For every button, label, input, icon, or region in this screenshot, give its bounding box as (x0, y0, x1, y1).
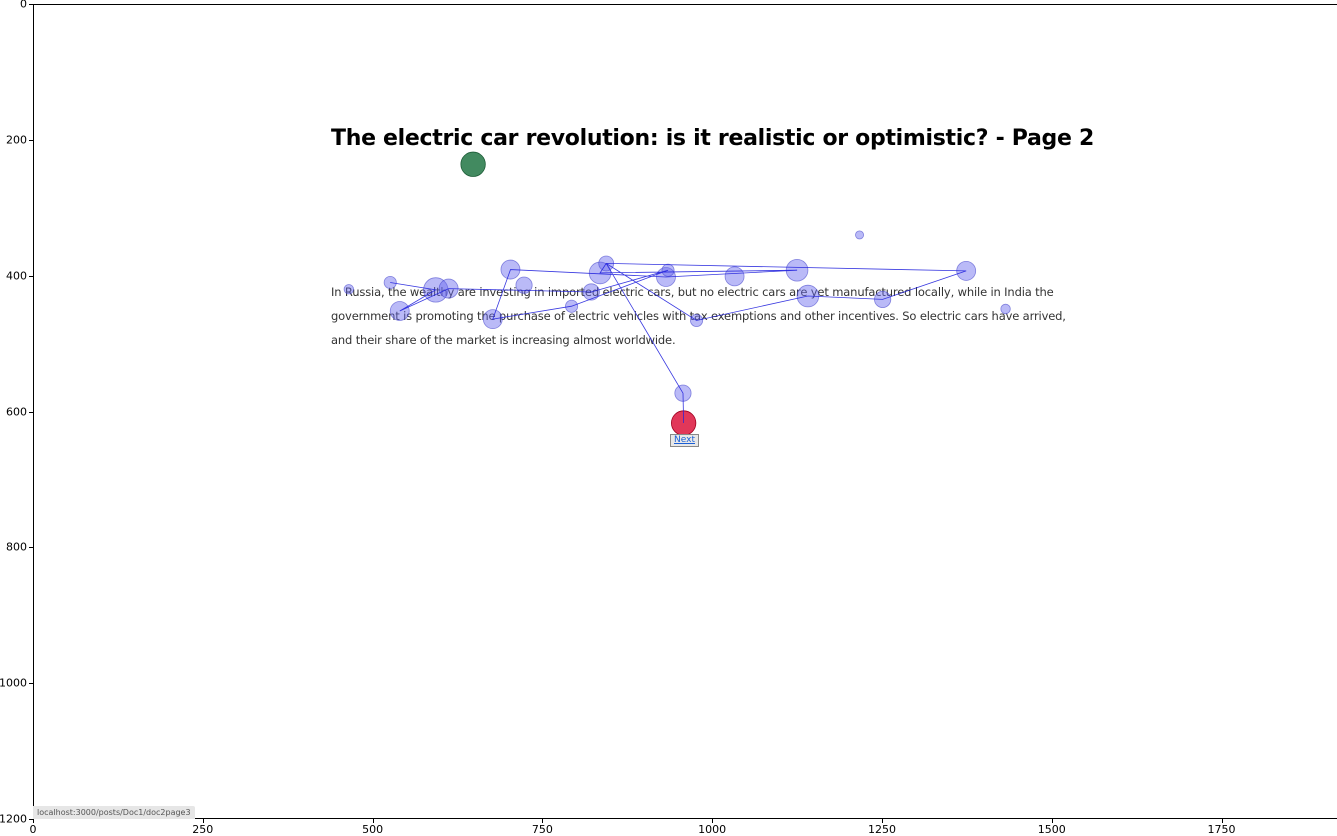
fixation-point (724, 266, 745, 287)
page-title: The electric car revolution: is it reali… (331, 126, 1094, 151)
x-tick-mark (881, 819, 883, 823)
fixation-point (515, 276, 533, 294)
y-tick-label: 200 (6, 133, 27, 147)
y-tick-label: 800 (6, 540, 27, 554)
y-tick-label: 1000 (0, 676, 27, 690)
y-tick-label: 1200 (0, 812, 27, 826)
y-tick-mark (29, 4, 33, 5)
paragraph-line-1: In Russia, the wealthy are investing in … (331, 285, 1054, 299)
fixation-point (389, 301, 410, 321)
y-tick-mark (29, 139, 33, 141)
x-tick-mark (372, 819, 374, 823)
scanpath-line (390, 262, 967, 424)
x-tick-label: 0 (29, 823, 37, 836)
paragraph-line-2: government is promoting the purchase of … (331, 309, 1066, 323)
fixation-point (1000, 303, 1011, 315)
x-tick-mark (202, 819, 204, 823)
y-tick-mark (29, 819, 33, 820)
y-tick-mark (29, 275, 33, 277)
x-tick-label: 1500 (1037, 823, 1066, 836)
x-tick-mark (712, 819, 714, 823)
x-tick-label: 1000 (698, 823, 727, 836)
x-tick-label: 1250 (867, 823, 896, 836)
x-tick-mark (1051, 819, 1053, 823)
y-tick-label: 0 (20, 0, 27, 11)
x-tick-mark (33, 819, 34, 823)
x-tick-label: 250 (192, 823, 214, 836)
y-tick-mark (29, 683, 33, 685)
x-tick-label: 750 (531, 823, 553, 836)
next-button[interactable]: Next (670, 434, 699, 447)
fixation-point (343, 284, 354, 295)
y-tick-label: 400 (6, 269, 27, 283)
y-tick-label: 600 (6, 405, 27, 418)
y-tick-mark (29, 547, 33, 549)
x-tick-mark (1221, 819, 1223, 823)
x-tick-label: 500 (362, 823, 384, 836)
x-tick-mark (542, 819, 544, 823)
x-tick-label: 1750 (1207, 823, 1236, 836)
fixation-point (855, 230, 865, 240)
status-bar-url: localhost:3000/posts/Doc1/doc2page3 (33, 806, 195, 819)
paragraph-line-3: and their share of the market is increas… (331, 333, 676, 347)
y-tick-mark (29, 411, 33, 413)
scanpath-start-point (460, 151, 486, 177)
